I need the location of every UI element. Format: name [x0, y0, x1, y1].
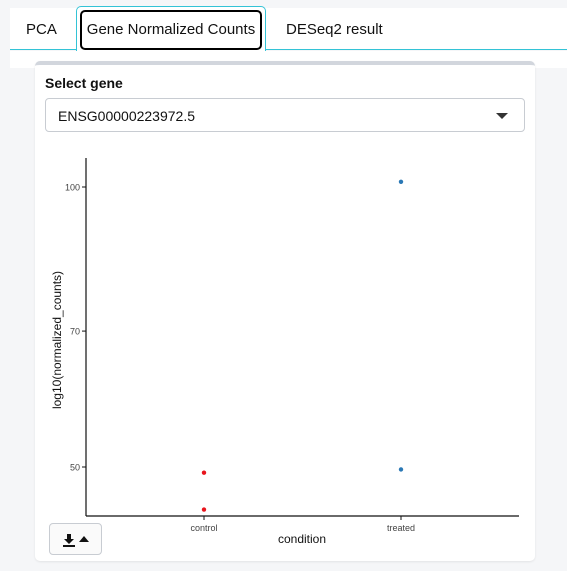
gene-select[interactable]: ENSG00000223972.5: [45, 98, 525, 132]
data-point-control: [201, 470, 207, 475]
x-tick-label-treated: treated: [387, 523, 415, 533]
data-point-treated: [398, 467, 404, 472]
tab-gene-normalized-counts-label: Gene Normalized Counts: [80, 10, 262, 50]
scatter-plot: 50 70 100 control treated condition log10(n…: [50, 158, 519, 546]
data-point-control: [201, 507, 207, 512]
gene-select-value: ENSG00000223972.5: [58, 108, 195, 124]
select-gene-label: Select gene: [45, 75, 123, 91]
y-axis-label: log10(normalized_counts): [50, 271, 64, 409]
x-tick-label-control: control: [190, 523, 217, 533]
chevron-down-icon: [496, 113, 508, 119]
tab-gene-normalized-counts[interactable]: Gene Normalized Counts: [76, 6, 266, 51]
tab-bar: PCA Gene Normalized Counts DESeq2 result: [10, 6, 567, 51]
y-tick-label: 70: [70, 327, 80, 337]
y-tick-label: 50: [70, 463, 80, 473]
data-point-treated: [398, 179, 404, 184]
download-icon: [63, 534, 75, 547]
tab-pca[interactable]: PCA: [26, 21, 57, 38]
download-button[interactable]: [49, 523, 102, 555]
caret-up-icon: [79, 536, 89, 542]
tab-deseq2-result[interactable]: DESeq2 result: [286, 21, 383, 38]
y-tick-label: 100: [65, 183, 80, 193]
x-axis-label: condition: [278, 532, 326, 546]
plot-card: Select gene ENSG00000223972.5 50 70 100 co…: [35, 61, 535, 561]
